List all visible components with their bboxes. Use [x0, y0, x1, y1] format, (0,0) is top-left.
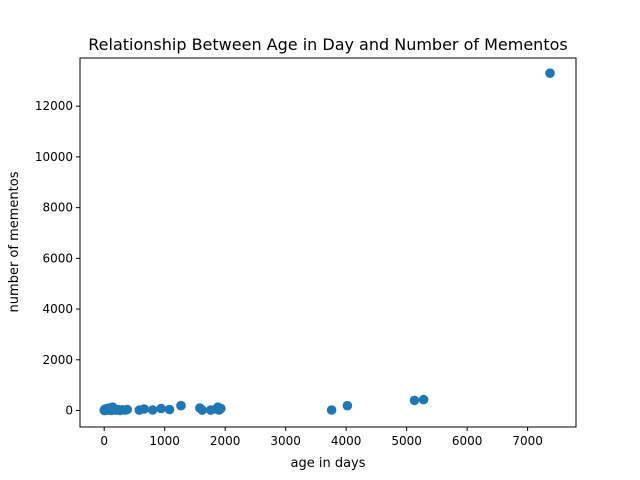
data-point — [164, 404, 175, 415]
x-tick-label: 2000 — [210, 434, 241, 448]
x-tick-label: 0 — [100, 434, 108, 448]
y-tick-label: 2000 — [42, 353, 73, 367]
data-point — [342, 400, 353, 411]
data-point — [139, 404, 149, 414]
data-point — [216, 403, 226, 414]
plot-frame — [79, 57, 577, 428]
data-point — [197, 405, 207, 415]
data-point — [156, 403, 166, 414]
data-point — [147, 405, 158, 415]
x-tick-label: 3000 — [270, 434, 301, 448]
x-tick-label: 1000 — [149, 434, 180, 448]
y-tick-label: 12000 — [35, 99, 73, 113]
y-tick-label: 4000 — [42, 302, 73, 316]
x-axis: 0 1000 2000 3000 4000 5000 6000 7000 — [100, 427, 543, 448]
x-tick-label: 5000 — [391, 434, 422, 448]
data-point — [326, 405, 337, 415]
y-tick-label: 8000 — [42, 201, 73, 215]
data-point — [545, 68, 555, 78]
y-tick-label: 0 — [65, 404, 73, 418]
x-tick-label: 6000 — [452, 434, 483, 448]
data-point — [122, 404, 132, 415]
x-tick-label: 4000 — [331, 434, 362, 448]
data-point — [418, 394, 429, 405]
x-axis-label: age in days — [290, 456, 365, 471]
data-point — [409, 395, 420, 406]
data-points — [99, 68, 555, 416]
chart-title: Relationship Between Age in Day and Numb… — [88, 35, 567, 54]
y-tick-label: 10000 — [35, 150, 73, 164]
data-point — [176, 400, 186, 411]
y-axis: 0 2000 4000 6000 8000 10000 12000 — [35, 99, 80, 418]
y-axis-label: number of mementos — [7, 171, 22, 312]
x-tick-label: 7000 — [512, 434, 543, 448]
y-tick-label: 6000 — [42, 251, 73, 265]
